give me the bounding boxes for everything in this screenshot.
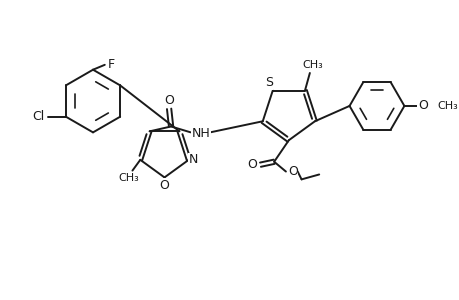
Text: CH₃: CH₃ xyxy=(437,101,458,111)
Text: O: O xyxy=(247,158,257,171)
Text: Cl: Cl xyxy=(32,110,45,123)
Text: S: S xyxy=(264,76,272,89)
Text: CH₃: CH₃ xyxy=(302,60,323,70)
Text: O: O xyxy=(417,99,427,112)
Text: N: N xyxy=(189,153,198,166)
Text: NH: NH xyxy=(192,127,210,140)
Text: F: F xyxy=(108,58,115,71)
Text: O: O xyxy=(164,94,174,106)
Text: O: O xyxy=(159,179,169,192)
Text: O: O xyxy=(287,165,297,178)
Text: CH₃: CH₃ xyxy=(118,173,139,183)
